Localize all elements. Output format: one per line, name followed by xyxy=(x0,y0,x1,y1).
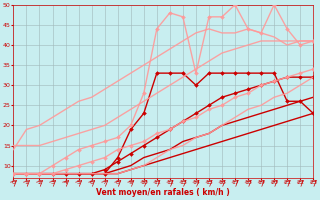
X-axis label: Vent moyen/en rafales ( km/h ): Vent moyen/en rafales ( km/h ) xyxy=(96,188,230,197)
